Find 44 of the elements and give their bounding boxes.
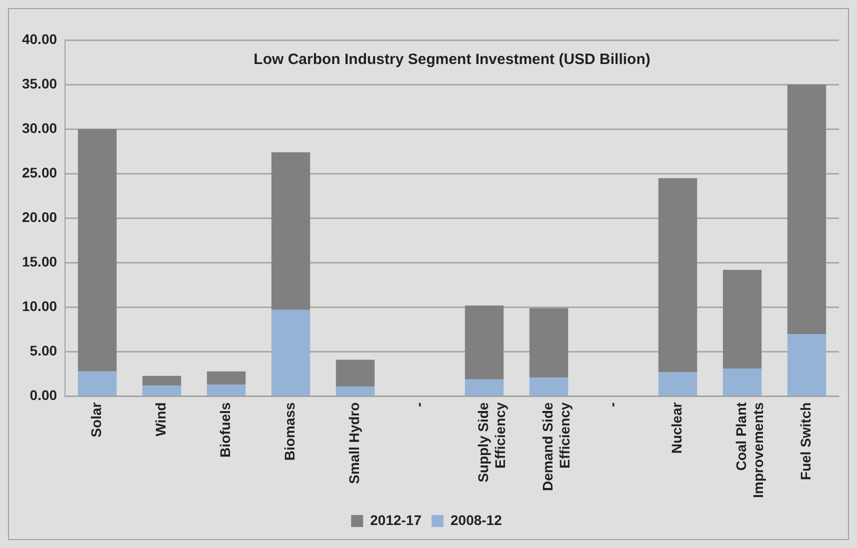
y-tick-label: 15.00 — [22, 254, 58, 270]
bar — [464, 305, 504, 380]
x-tick-label: - — [410, 402, 427, 407]
bar — [658, 372, 698, 396]
x-tick-label: Biomass — [282, 402, 298, 461]
bar — [464, 379, 504, 396]
bar — [78, 129, 117, 372]
x-tick-label: - — [604, 402, 620, 407]
bar — [271, 152, 310, 310]
bar — [722, 368, 762, 396]
x-tick-label: Biofuels — [217, 402, 234, 458]
bar — [658, 178, 698, 372]
text: Low Carbon Industry Segment Investment (USD Billion) — [254, 51, 650, 68]
bar — [206, 371, 246, 385]
y-tick-label: 35.00 — [22, 75, 58, 92]
x-tick-label: Wind — [152, 402, 169, 436]
legend-label: 2012-17 — [370, 512, 422, 528]
bar — [336, 360, 375, 387]
x-tick-label: Solar — [88, 402, 104, 438]
bar — [206, 384, 246, 396]
bar — [787, 84, 826, 334]
legend-label: 2008-12 — [450, 512, 502, 528]
bar — [336, 386, 375, 396]
bar — [787, 334, 826, 396]
x-tick-label: Demand Side Efficiency — [540, 402, 572, 492]
y-tick-label: 25.00 — [22, 164, 58, 180]
bar — [78, 371, 117, 396]
y-tick-label: 40.00 — [22, 30, 58, 47]
x-tick-label: Supply Side Efficiency — [475, 402, 508, 482]
bar — [271, 310, 310, 396]
bar — [529, 378, 568, 396]
bar — [529, 308, 568, 378]
bar — [142, 386, 182, 396]
x-tick-label: Nuclear — [668, 402, 685, 454]
x-tick-label: Small Hydro — [346, 402, 362, 484]
y-tick-label: 0.00 — [30, 387, 58, 404]
y-tick-label: 10.00 — [22, 298, 58, 314]
y-tick-label: 20.00 — [22, 209, 58, 226]
x-tick-label: Coal Plant Improvements — [733, 402, 766, 498]
y-tick-label: 5.00 — [30, 342, 58, 359]
bar — [142, 376, 182, 386]
bar — [722, 270, 762, 369]
x-tick-label: Fuel Switch — [798, 402, 814, 480]
y-tick-label: 30.00 — [22, 120, 58, 136]
